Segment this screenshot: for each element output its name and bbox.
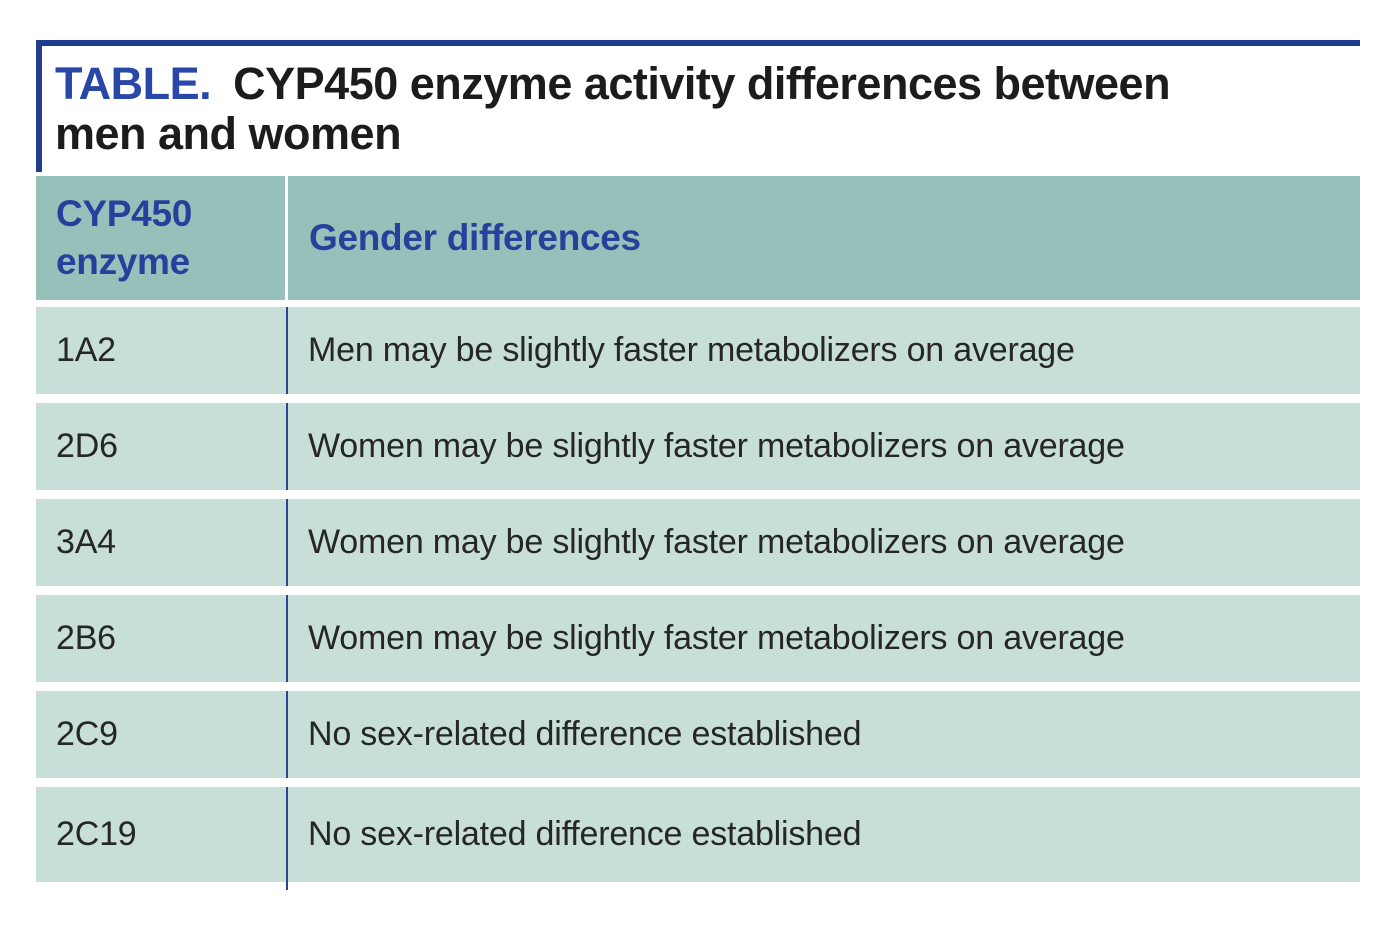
difference-value: Women may be slightly faster metabolizer… xyxy=(308,426,1125,465)
table-row: 1A2 Men may be slightly faster metaboliz… xyxy=(36,306,1360,394)
enzyme-cell: 3A4 xyxy=(36,498,288,586)
table-row: 3A4 Women may be slightly faster metabol… xyxy=(36,498,1360,586)
enzyme-cell: 2D6 xyxy=(36,402,288,490)
cyp450-table: CYP450 enzyme Gender differences 1A2 Men… xyxy=(36,175,1360,890)
enzyme-cell: 2C9 xyxy=(36,690,288,778)
header-cell-enzyme: CYP450 enzyme xyxy=(36,175,288,300)
difference-cell: Women may be slightly faster metabolizer… xyxy=(288,402,1360,490)
table-title-prefix: TABLE. xyxy=(55,58,212,109)
difference-value: Men may be slightly faster metabolizers … xyxy=(308,330,1075,369)
difference-value: No sex-related difference established xyxy=(308,814,862,853)
table-header-row: CYP450 enzyme Gender differences xyxy=(36,175,1360,300)
difference-cell: Men may be slightly faster metabolizers … xyxy=(288,306,1360,394)
enzyme-cell: 2C19 xyxy=(36,786,288,890)
table-row: 2C19 No sex-related difference establish… xyxy=(36,786,1360,890)
enzyme-value: 1A2 xyxy=(56,330,116,369)
column-divider-tail xyxy=(286,881,288,890)
table-row: 2D6 Women may be slightly faster metabol… xyxy=(36,402,1360,490)
enzyme-value: 2C19 xyxy=(56,814,137,853)
difference-value: Women may be slightly faster metabolizer… xyxy=(308,522,1125,561)
table-row: 2C9 No sex-related difference establishe… xyxy=(36,690,1360,778)
difference-cell: No sex-related difference established xyxy=(288,690,1360,778)
enzyme-cell: 1A2 xyxy=(36,306,288,394)
table-title-box: TABLE. CYP450 enzyme activity differences… xyxy=(36,40,1360,172)
difference-cell: Women may be slightly faster metabolizer… xyxy=(288,594,1360,682)
table-title-line1: CYP450 enzyme activity differences betwe… xyxy=(233,58,1171,109)
enzyme-value: 2B6 xyxy=(56,618,116,657)
enzyme-value: 3A4 xyxy=(56,522,116,561)
enzyme-value: 2C9 xyxy=(56,714,118,753)
table-title-line2: men and women xyxy=(55,108,402,160)
table-title: TABLE. CYP450 enzyme activity differences… xyxy=(55,58,1354,160)
enzyme-value: 2D6 xyxy=(56,426,118,465)
header-cell-differences: Gender differences xyxy=(288,175,1360,300)
table-row: 2B6 Women may be slightly faster metabol… xyxy=(36,594,1360,682)
difference-value: Women may be slightly faster metabolizer… xyxy=(308,618,1125,657)
difference-value: No sex-related difference established xyxy=(308,714,862,753)
header-label-differences: Gender differences xyxy=(309,217,641,259)
enzyme-cell: 2B6 xyxy=(36,594,288,682)
table-figure: TABLE. CYP450 enzyme activity differences… xyxy=(36,40,1360,890)
difference-cell: No sex-related difference established xyxy=(288,786,1360,882)
difference-cell: Women may be slightly faster metabolizer… xyxy=(288,498,1360,586)
header-label-enzyme: CYP450 enzyme xyxy=(56,193,193,282)
